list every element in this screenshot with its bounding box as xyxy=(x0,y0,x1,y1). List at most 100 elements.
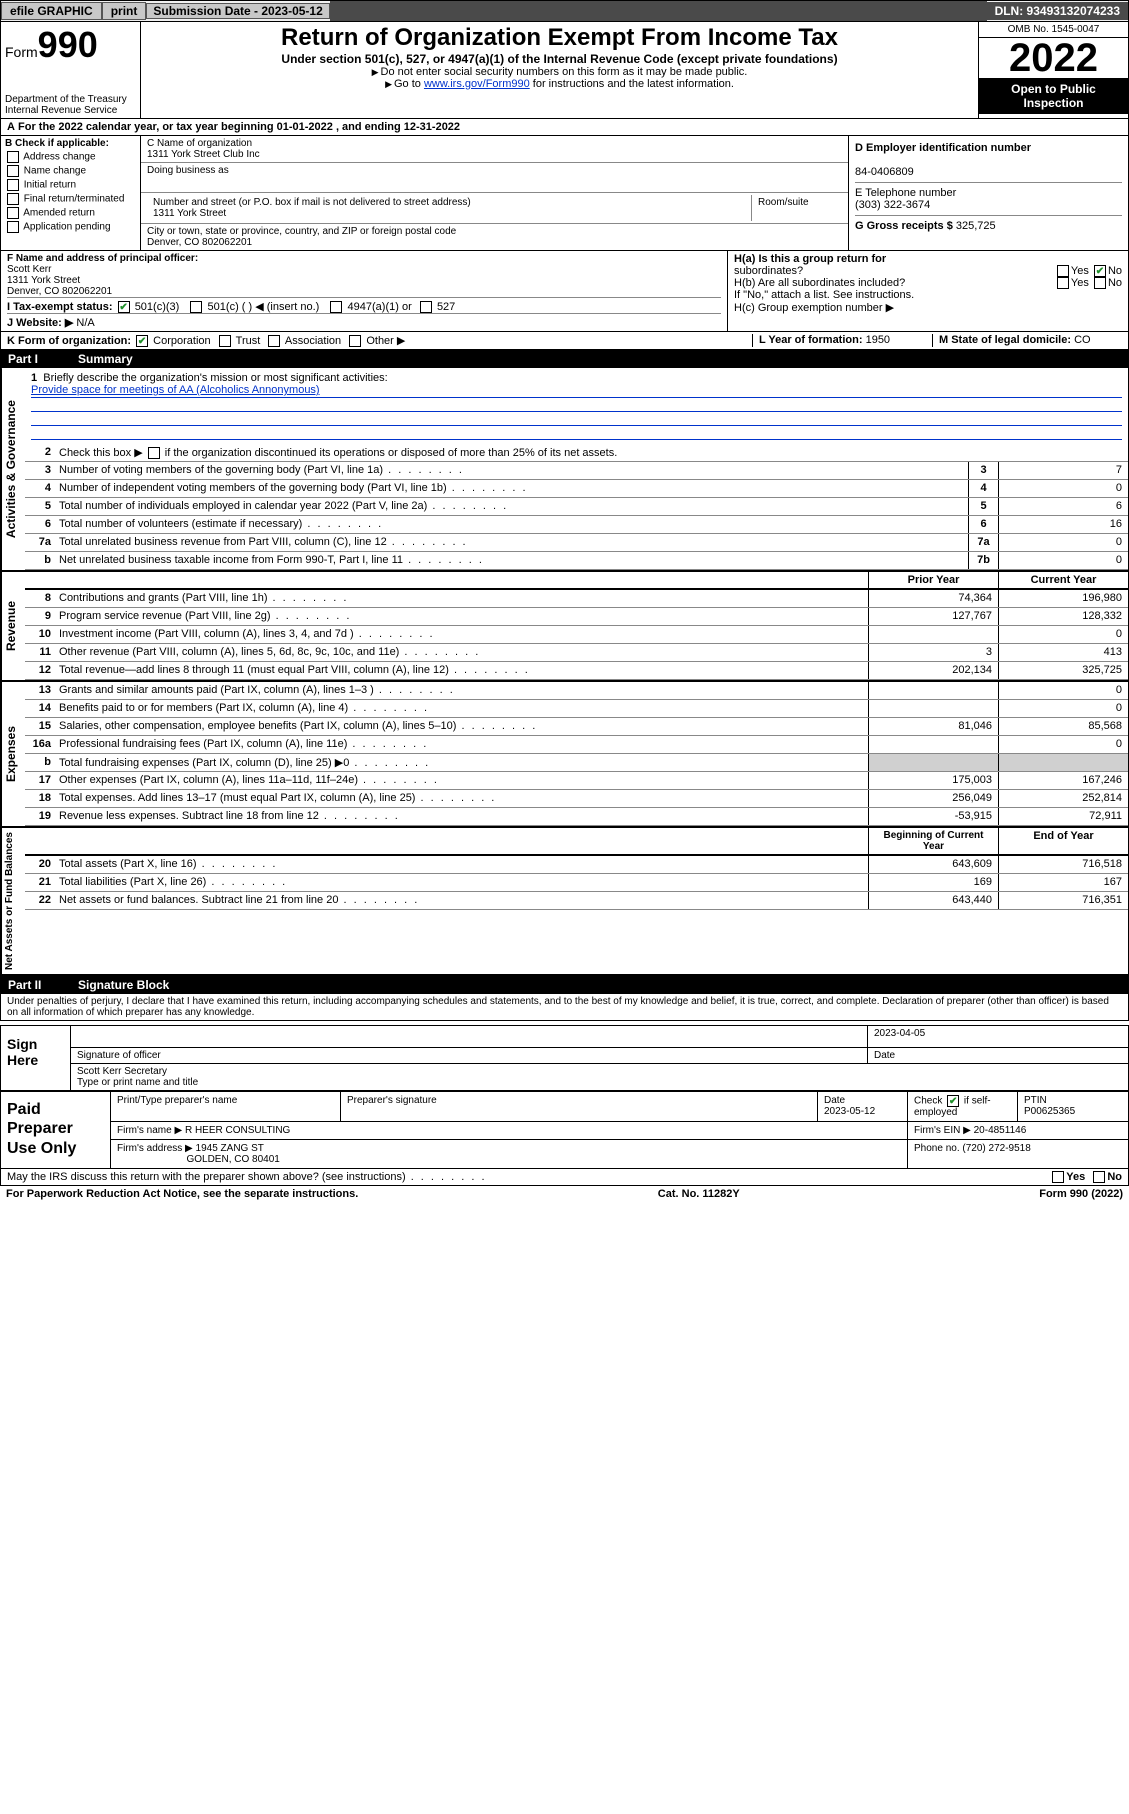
cb-final-return[interactable] xyxy=(7,193,19,205)
irs-gov-link[interactable]: www.irs.gov/Form990 xyxy=(424,78,530,90)
cb-discontinued[interactable] xyxy=(148,447,160,459)
klm-row: K Form of organization: Corporation Trus… xyxy=(0,332,1129,350)
box-m-label: M State of legal domicile: xyxy=(939,334,1071,346)
box-c-name-label: C Name of organization xyxy=(147,138,252,149)
cb-assoc[interactable] xyxy=(268,335,280,347)
phone: (303) 322-3674 xyxy=(855,199,930,211)
cb-address-change[interactable] xyxy=(7,151,19,163)
room-suite-label: Room/suite xyxy=(752,195,842,221)
box-g-label: G Gross receipts $ xyxy=(855,220,953,232)
cb-discuss-yes[interactable] xyxy=(1052,1171,1064,1183)
cb-4947[interactable] xyxy=(330,301,342,313)
cb-initial-return[interactable] xyxy=(7,179,19,191)
form-number: Form990 xyxy=(5,24,136,66)
cb-trust[interactable] xyxy=(219,335,231,347)
summary-row: 20Total assets (Part X, line 16)643,6097… xyxy=(25,856,1128,874)
summary-row: bNet unrelated business taxable income f… xyxy=(25,552,1128,570)
officer-name-title: Scott Kerr Secretary xyxy=(77,1066,167,1077)
col-end: End of Year xyxy=(998,828,1128,854)
cb-501c3[interactable] xyxy=(118,301,130,313)
instr-link-line: Go to www.irs.gov/Form990 for instructio… xyxy=(145,78,974,90)
cb-other[interactable] xyxy=(349,335,361,347)
hc-label: H(c) Group exemption number ▶ xyxy=(734,301,1122,314)
org-name: 1311 York Street Club Inc xyxy=(147,149,260,160)
box-f-label: F Name and address of principal officer: xyxy=(7,253,198,264)
firm-name: R HEER CONSULTING xyxy=(185,1125,290,1136)
part2-header: Part II Signature Block xyxy=(0,976,1129,994)
summary-row: 14Benefits paid to or for members (Part … xyxy=(25,700,1128,718)
rev-block: Revenue Prior Year Current Year 8Contrib… xyxy=(0,572,1129,682)
cb-527[interactable] xyxy=(420,301,432,313)
summary-row: 15Salaries, other compensation, employee… xyxy=(25,718,1128,736)
ptin: P00625365 xyxy=(1024,1106,1075,1117)
summary-row: 17Other expenses (Part IX, column (A), l… xyxy=(25,772,1128,790)
form-header: Form990 Department of the Treasury Inter… xyxy=(0,22,1129,119)
ein: 84-0406809 xyxy=(855,166,914,178)
prep-name-label: Print/Type preparer's name xyxy=(111,1092,341,1121)
prep-sig-label: Preparer's signature xyxy=(341,1092,818,1121)
officer-name: Scott Kerr xyxy=(7,264,51,275)
summary-row: bTotal fundraising expenses (Part IX, co… xyxy=(25,754,1128,772)
firm-addr2: GOLDEN, CO 80401 xyxy=(186,1154,279,1165)
summary-row: 7aTotal unrelated business revenue from … xyxy=(25,534,1128,552)
l1-label: Briefly describe the organization's miss… xyxy=(43,372,387,384)
firm-phone: (720) 272-9518 xyxy=(962,1143,1030,1154)
side-rev: Revenue xyxy=(1,572,25,680)
summary-row: 18Total expenses. Add lines 13–17 (must … xyxy=(25,790,1128,808)
gov-block: Activities & Governance 1 Briefly descri… xyxy=(0,368,1129,572)
mission-text: Provide space for meetings of AA (Alcoho… xyxy=(31,384,1122,398)
summary-row: 13Grants and similar amounts paid (Part … xyxy=(25,682,1128,700)
instr-no-ssn: Do not enter social security numbers on … xyxy=(145,66,974,78)
form-title: Return of Organization Exempt From Incom… xyxy=(145,24,974,52)
section-a-tax-year: A For the 2022 calendar year, or tax yea… xyxy=(0,119,1129,136)
sign-here-label: Sign Here xyxy=(1,1026,71,1090)
prep-date: 2023-05-12 xyxy=(824,1106,875,1117)
state-domicile: CO xyxy=(1074,334,1091,346)
cb-hb-no[interactable] xyxy=(1094,277,1106,289)
org-city: Denver, CO 802062201 xyxy=(147,237,252,248)
cb-ha-no[interactable] xyxy=(1094,265,1106,277)
cb-hb-yes[interactable] xyxy=(1057,277,1069,289)
dba-label: Doing business as xyxy=(147,165,229,176)
paid-preparer-table: Paid Preparer Use Only Print/Type prepar… xyxy=(0,1091,1129,1169)
date-label: Date xyxy=(868,1048,1128,1063)
cb-discuss-no[interactable] xyxy=(1093,1171,1105,1183)
year-formation: 1950 xyxy=(866,334,890,346)
officer-addr2: Denver, CO 802062201 xyxy=(7,286,112,297)
efile-graphic-button[interactable]: efile GRAPHIC xyxy=(1,2,102,20)
form-subtitle: Under section 501(c), 527, or 4947(a)(1)… xyxy=(145,52,974,66)
paperwork-notice: For Paperwork Reduction Act Notice, see … xyxy=(6,1188,358,1200)
net-block: Net Assets or Fund Balances Beginning of… xyxy=(0,828,1129,976)
part1-header: Part I Summary xyxy=(0,350,1129,368)
box-l-label: L Year of formation: xyxy=(759,334,863,346)
summary-row: 8Contributions and grants (Part VIII, li… xyxy=(25,590,1128,608)
officer-addr1: 1311 York Street xyxy=(7,275,80,286)
cat-no: Cat. No. 11282Y xyxy=(658,1188,740,1200)
cb-501c[interactable] xyxy=(190,301,202,313)
discuss-row: May the IRS discuss this return with the… xyxy=(0,1169,1129,1186)
ha-label: H(a) Is this a group return for xyxy=(734,253,886,265)
print-button[interactable]: print xyxy=(102,2,147,20)
summary-row: 3Number of voting members of the governi… xyxy=(25,462,1128,480)
summary-row: 6Total number of volunteers (estimate if… xyxy=(25,516,1128,534)
cb-ha-yes[interactable] xyxy=(1057,265,1069,277)
gross-receipts: 325,725 xyxy=(956,220,996,232)
topbar-filler xyxy=(330,1,987,21)
summary-row: 16aProfessional fundraising fees (Part I… xyxy=(25,736,1128,754)
sig-officer-label: Signature of officer xyxy=(71,1048,868,1063)
box-b-checklist: B Check if applicable: Address change Na… xyxy=(1,136,141,250)
cb-corp[interactable] xyxy=(136,335,148,347)
form-ref: Form 990 (2022) xyxy=(1039,1188,1123,1200)
summary-row: 19Revenue less expenses. Subtract line 1… xyxy=(25,808,1128,826)
dept-treasury: Department of the Treasury xyxy=(5,94,136,105)
col-prior: Prior Year xyxy=(868,572,998,588)
cb-self-employed[interactable] xyxy=(947,1095,959,1107)
firm-addr1: 1945 ZANG ST xyxy=(196,1143,264,1154)
cb-amended-return[interactable] xyxy=(7,207,19,219)
hb-note: If "No," attach a list. See instructions… xyxy=(734,289,1122,301)
paid-preparer-label: Paid Preparer Use Only xyxy=(1,1092,111,1168)
side-exp: Expenses xyxy=(1,682,25,826)
firm-ein: 20-4851146 xyxy=(974,1125,1027,1136)
cb-name-change[interactable] xyxy=(7,165,19,177)
cb-application-pending[interactable] xyxy=(7,221,19,233)
